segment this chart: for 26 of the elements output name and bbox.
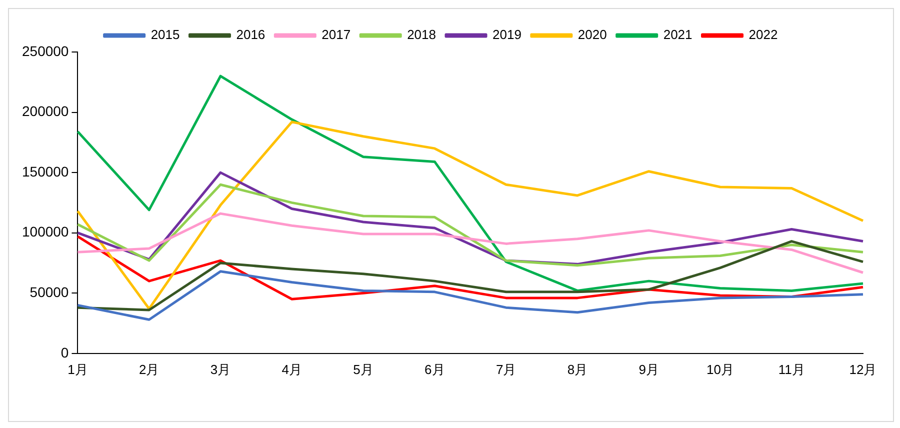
- legend-label: 2020: [578, 27, 607, 42]
- x-tick-label: 4月: [282, 362, 302, 377]
- legend-label: 2019: [492, 27, 522, 42]
- x-tick-label: 7月: [496, 362, 516, 377]
- x-tick-label: 5月: [353, 362, 374, 377]
- y-tick-label: 200000: [22, 103, 69, 120]
- y-tick-label: 50000: [30, 284, 69, 300]
- x-tick-label: 6月: [424, 362, 445, 377]
- y-tick-label: 0: [60, 344, 69, 360]
- legend-label: 2021: [663, 27, 692, 42]
- y-tick-label: 100000: [22, 224, 69, 240]
- legend-label: 2015: [150, 27, 180, 42]
- legend-label: 2018: [407, 27, 436, 42]
- y-tick-label: 250000: [22, 42, 69, 59]
- legend-label: 2022: [748, 27, 778, 42]
- legend-label: 2017: [322, 27, 351, 42]
- x-tick-label: 11月: [778, 362, 805, 377]
- x-tick-label: 12月: [849, 362, 877, 377]
- x-tick-label: 10月: [706, 362, 734, 377]
- legend-label: 2016: [236, 27, 266, 42]
- x-tick-label: 3月: [210, 362, 231, 377]
- x-tick-label: 2月: [138, 362, 160, 377]
- x-tick-label: 8月: [567, 362, 588, 377]
- x-tick-label: 9月: [638, 362, 659, 377]
- x-tick-label: 1月: [68, 362, 88, 377]
- y-tick-label: 150000: [22, 163, 69, 180]
